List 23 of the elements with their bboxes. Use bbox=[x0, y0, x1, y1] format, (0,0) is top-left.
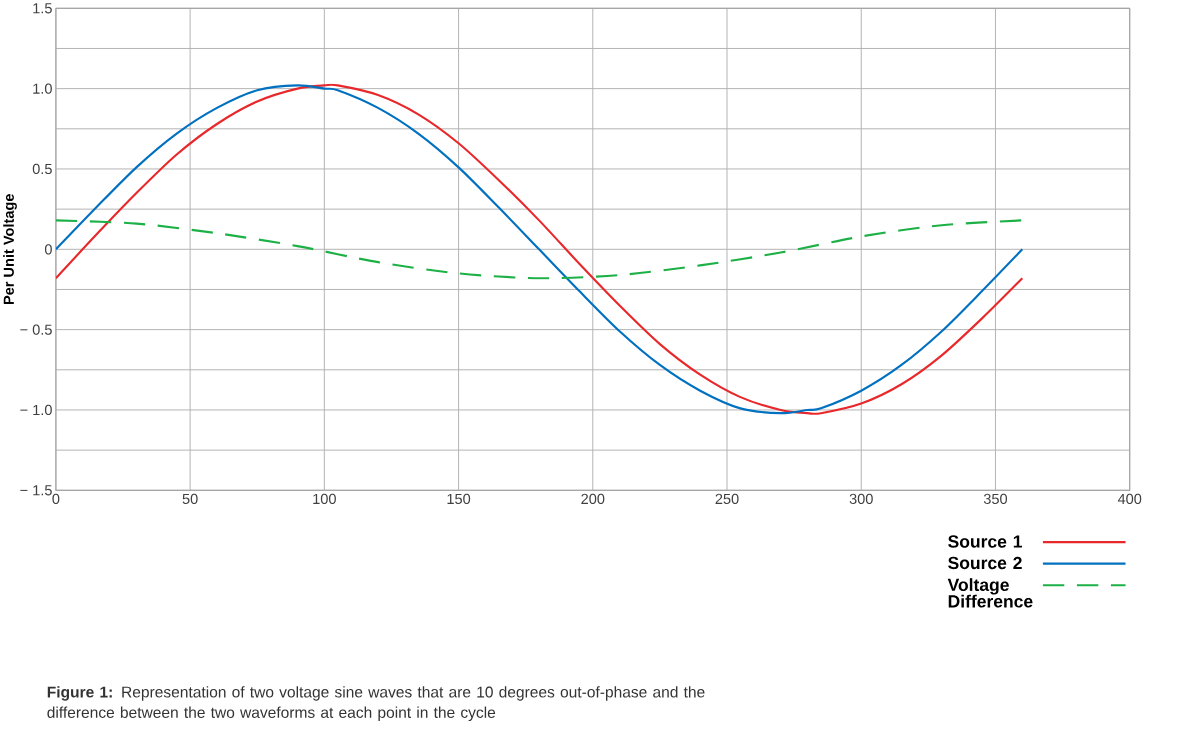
y-tick-label: 1.0 bbox=[33, 83, 52, 94]
y-tick-label: 0 bbox=[44, 244, 52, 255]
x-tick-label: 100 bbox=[313, 493, 336, 504]
x-tick-label: 50 bbox=[182, 493, 198, 504]
line-series bbox=[55, 84, 1024, 415]
x-tick-label: 250 bbox=[715, 493, 739, 504]
x-tick-label: 0 bbox=[52, 493, 60, 504]
x-tick-label: 300 bbox=[849, 493, 873, 504]
y-tick-label: 1.5 bbox=[33, 3, 52, 14]
line-series bbox=[55, 219, 1024, 280]
y-tick-label: − 1.5 bbox=[20, 485, 52, 496]
y-tick-label: 0.5 bbox=[32, 163, 52, 174]
legend-label: Source 1 bbox=[948, 535, 1022, 548]
x-tick-label: 350 bbox=[983, 493, 1008, 504]
text: Figure 1: Representation of two voltage sine waves that are 10 degrees out-of-phase and the difference between the two waveforms at each point in the cycle bbox=[47, 685, 705, 721]
legend-label: Voltage Difference bbox=[947, 578, 1033, 608]
x-tick-label: 150 bbox=[447, 493, 471, 504]
x-tick-label: 200 bbox=[581, 493, 605, 504]
legend-label: Source 2 bbox=[948, 556, 1022, 569]
y-tick-label: − 0.5 bbox=[20, 324, 52, 335]
y-tick-label: − 1.0 bbox=[20, 404, 52, 415]
x-tick-label: 400 bbox=[1117, 493, 1142, 504]
y-axis-title: Per Unit Voltage bbox=[3, 193, 17, 304]
